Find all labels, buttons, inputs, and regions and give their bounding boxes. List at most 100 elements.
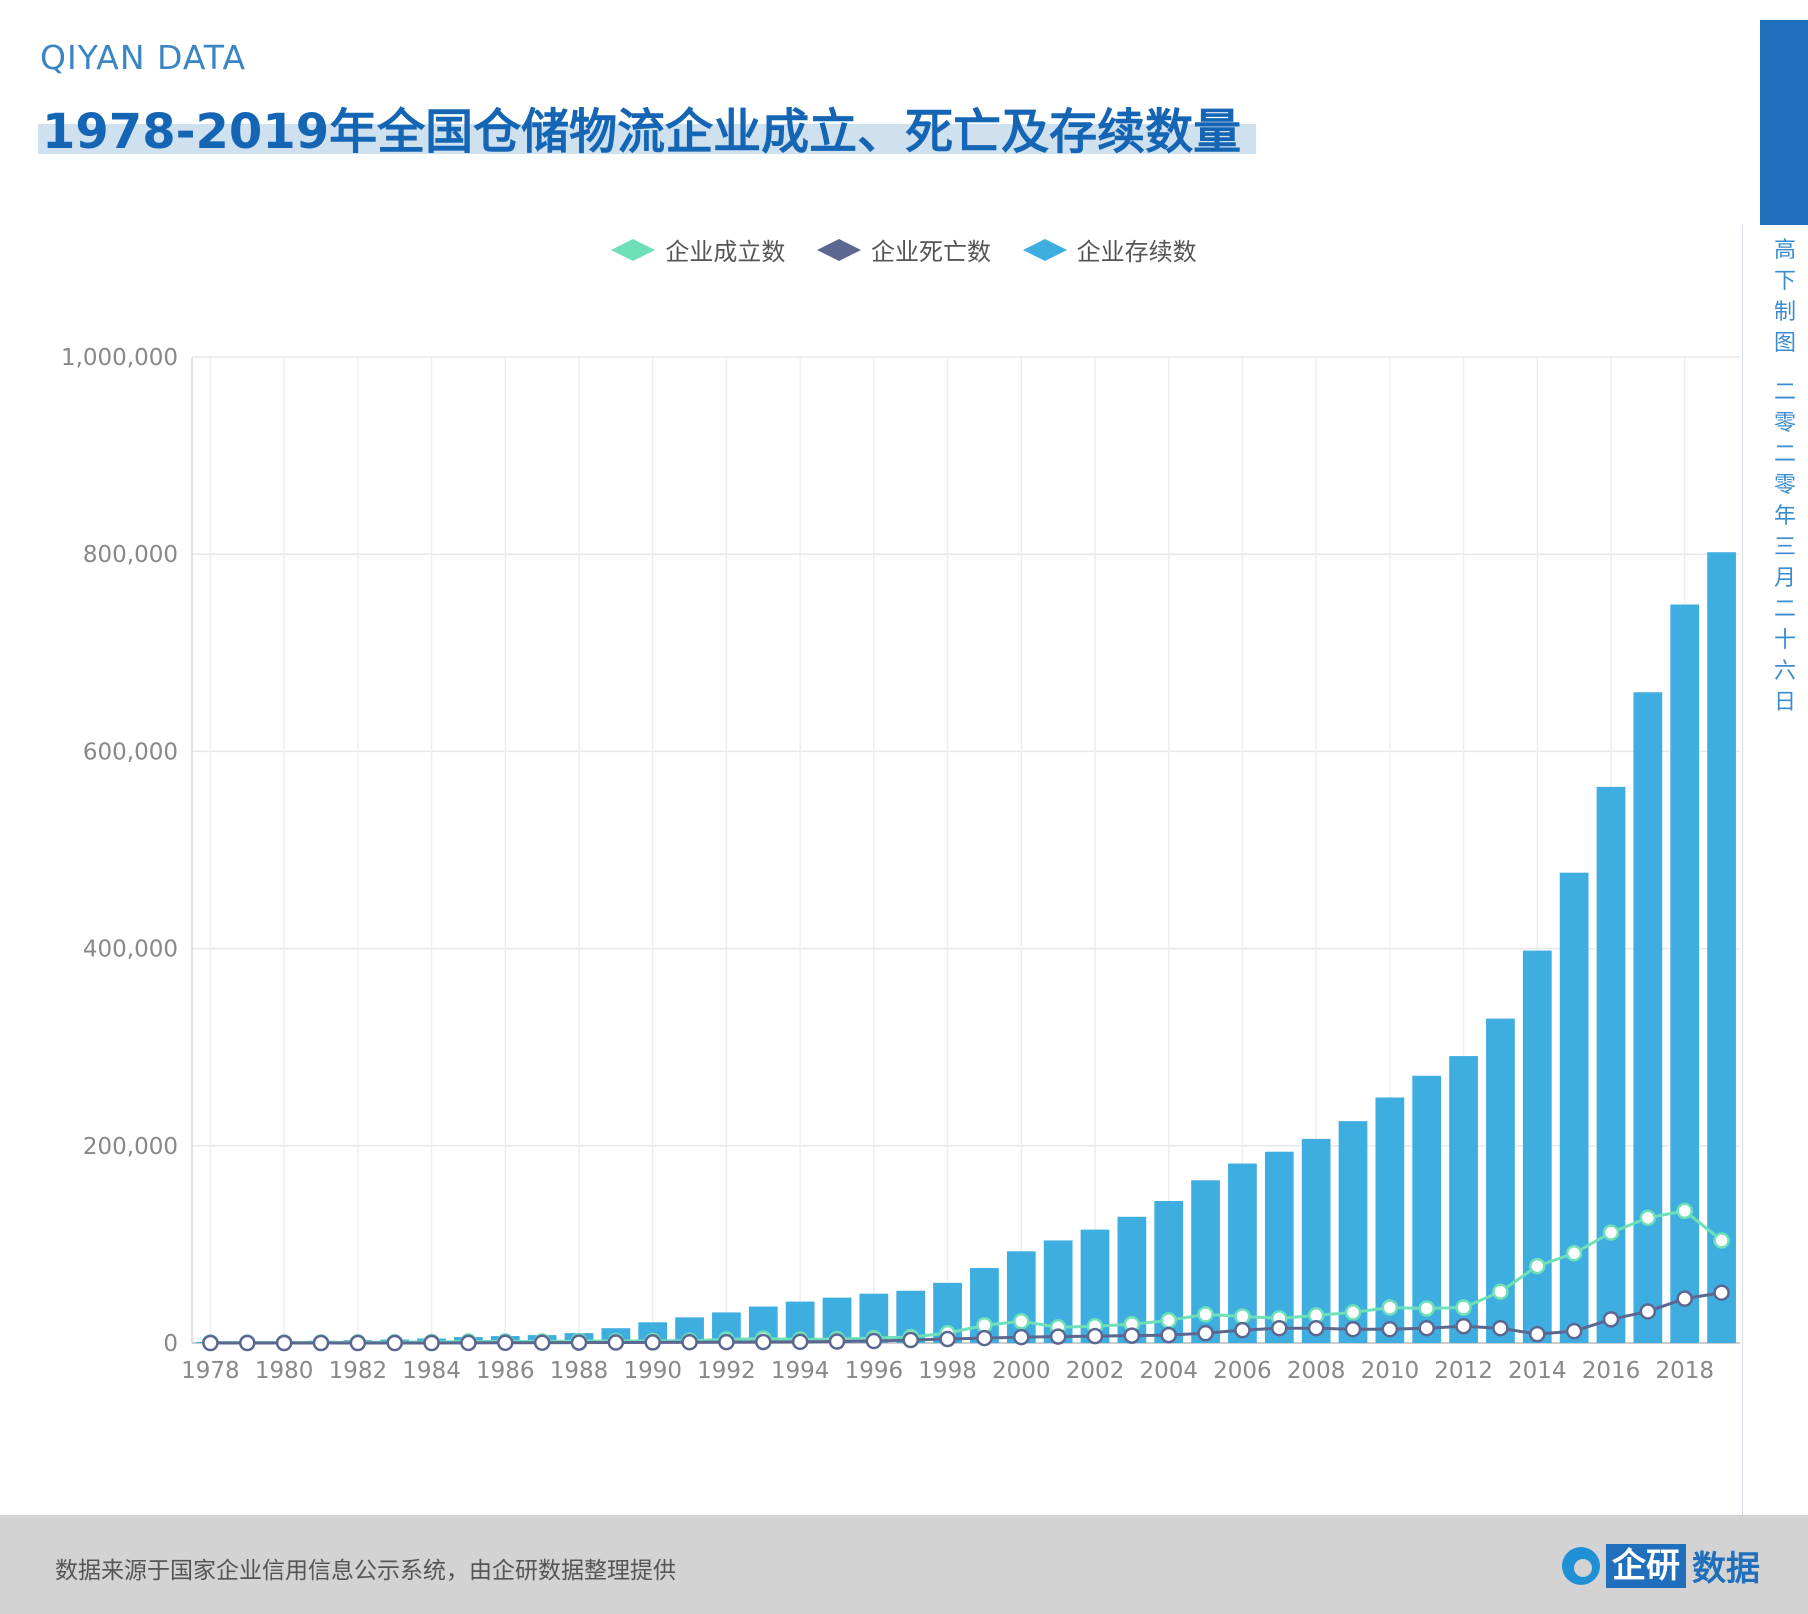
point-dissolved-2015 xyxy=(1565,1322,1583,1340)
vertical-note-char: 二 xyxy=(1773,442,1796,467)
x-tick-label: 1978 xyxy=(181,1358,240,1384)
point-dissolved-1994 xyxy=(791,1333,809,1351)
bar-surviving-2018 xyxy=(1670,604,1700,1343)
x-tick-label: 2018 xyxy=(1655,1358,1714,1384)
point-dissolved-2011 xyxy=(1418,1319,1435,1337)
x-tick-label: 1984 xyxy=(402,1358,461,1384)
legend-diamond-icon xyxy=(1022,238,1067,261)
point-founded-2000 xyxy=(1013,1313,1030,1330)
point-dissolved-2019 xyxy=(1713,1284,1730,1301)
point-founded-2006 xyxy=(1234,1308,1251,1325)
corner-accent-block xyxy=(1760,20,1808,225)
point-dissolved-2010 xyxy=(1381,1320,1399,1338)
point-dissolved-2004 xyxy=(1160,1326,1177,1344)
point-dissolved-1981 xyxy=(312,1334,330,1352)
vertical-note-char: 高 xyxy=(1773,238,1796,263)
x-tick-label: 1994 xyxy=(771,1358,830,1384)
point-dissolved-1978 xyxy=(202,1334,219,1352)
point-dissolved-1982 xyxy=(349,1334,367,1352)
point-dissolved-2002 xyxy=(1086,1327,1104,1345)
x-tick-label: 1998 xyxy=(918,1358,977,1384)
point-dissolved-1979 xyxy=(239,1334,256,1352)
logo-text: 数据 xyxy=(1692,1549,1760,1589)
point-dissolved-2001 xyxy=(1049,1328,1067,1345)
point-dissolved-1995 xyxy=(828,1333,846,1350)
vertical-note-char: 二 xyxy=(1773,597,1796,622)
legend-label-founded: 企业成立数 xyxy=(665,238,786,266)
point-dissolved-1989 xyxy=(607,1334,625,1351)
legend-diamond-icon xyxy=(611,238,656,261)
point-dissolved-1987 xyxy=(533,1334,551,1351)
vertical-note-char: 下 xyxy=(1773,269,1796,294)
point-dissolved-1986 xyxy=(497,1334,514,1352)
bar-surviving-2011 xyxy=(1412,1075,1442,1343)
point-dissolved-2013 xyxy=(1492,1319,1509,1337)
legend-item-dissolved[interactable]: 企业死亡数 xyxy=(817,232,991,267)
vertical-note-char: 三 xyxy=(1773,535,1796,560)
logo-box-text: 企研 xyxy=(1606,1543,1686,1588)
point-dissolved-2017 xyxy=(1639,1303,1657,1320)
y-tick-label: 0 xyxy=(163,1331,178,1357)
point-dissolved-1985 xyxy=(460,1334,477,1352)
company-logo: 企研 数据 xyxy=(1562,1541,1760,1590)
data-source-note: 数据来源于国家企业信用信息公示系统，由企研数据整理提供 xyxy=(55,1558,676,1584)
vertical-note-char: 月 xyxy=(1773,566,1796,591)
x-tick-label: 1980 xyxy=(255,1358,314,1384)
x-tick-label: 2012 xyxy=(1434,1358,1493,1384)
brand-label: QIYAN DATA xyxy=(40,38,247,77)
point-dissolved-2008 xyxy=(1307,1319,1325,1337)
point-founded-2012 xyxy=(1455,1299,1472,1316)
vertical-note-char: 零 xyxy=(1773,473,1796,498)
point-dissolved-2012 xyxy=(1455,1317,1472,1335)
point-dissolved-2005 xyxy=(1197,1324,1214,1342)
x-tick-label: 1992 xyxy=(697,1358,756,1384)
x-tick-label: 1990 xyxy=(623,1358,682,1384)
point-founded-2011 xyxy=(1418,1300,1435,1317)
point-dissolved-1991 xyxy=(681,1333,698,1351)
vertical-note-char: 年 xyxy=(1773,504,1796,529)
x-tick-label: 2006 xyxy=(1213,1358,1272,1384)
bar-surviving-2019 xyxy=(1707,552,1736,1343)
title-underline-band xyxy=(38,124,1256,154)
point-dissolved-1990 xyxy=(644,1334,661,1351)
x-tick-label: 2008 xyxy=(1287,1358,1346,1384)
chart-plot: 0 200,000 400,000 600,000 800,000 1,000,000 19… xyxy=(61,345,1740,1384)
legend-item-surviving[interactable]: 企业存续数 xyxy=(1022,232,1197,267)
point-dissolved-1983 xyxy=(386,1334,403,1352)
point-founded-2017 xyxy=(1639,1209,1657,1227)
y-tick-label: 600,000 xyxy=(83,739,178,765)
bar-surviving-2015 xyxy=(1559,872,1589,1343)
legend-label-dissolved: 企业死亡数 xyxy=(871,238,991,266)
chart-legend: 企业成立数 企业死亡数 企业存续数 xyxy=(0,232,1808,269)
y-tick-label: 800,000 xyxy=(83,542,178,568)
point-dissolved-1996 xyxy=(865,1332,883,1350)
right-divider xyxy=(1742,225,1743,1515)
point-founded-2019 xyxy=(1713,1232,1730,1249)
y-tick-label: 400,000 xyxy=(83,937,178,963)
point-dissolved-1998 xyxy=(939,1330,956,1348)
y-tick-label: 200,000 xyxy=(83,1134,178,1160)
legend-item-founded[interactable]: 企业成立数 xyxy=(611,232,785,267)
point-dissolved-2009 xyxy=(1344,1320,1362,1338)
vertical-note-char: 制 xyxy=(1773,300,1796,325)
point-dissolved-2003 xyxy=(1123,1327,1141,1344)
point-dissolved-2000 xyxy=(1013,1328,1030,1346)
chart-title: 1978-2019年全国仓储物流企业成立、死亡及存续数量 xyxy=(42,104,1242,160)
x-tick-label: 1996 xyxy=(845,1358,904,1384)
point-dissolved-1988 xyxy=(570,1334,588,1351)
point-founded-2004 xyxy=(1160,1312,1177,1329)
point-founded-2005 xyxy=(1197,1306,1214,1323)
point-founded-2014 xyxy=(1529,1257,1546,1275)
point-dissolved-2007 xyxy=(1271,1319,1288,1337)
vertical-note-char: 十 xyxy=(1773,628,1796,653)
point-dissolved-1997 xyxy=(902,1331,919,1349)
x-tick-label: 2016 xyxy=(1582,1358,1641,1384)
point-dissolved-1984 xyxy=(423,1334,440,1352)
point-founded-2013 xyxy=(1492,1283,1509,1300)
x-tick-label: 2000 xyxy=(992,1358,1051,1384)
point-dissolved-1992 xyxy=(718,1333,735,1351)
point-dissolved-2006 xyxy=(1234,1321,1251,1339)
x-tick-label: 1986 xyxy=(476,1358,535,1384)
x-tick-label: 1988 xyxy=(550,1358,609,1384)
point-founded-2009 xyxy=(1344,1304,1362,1321)
